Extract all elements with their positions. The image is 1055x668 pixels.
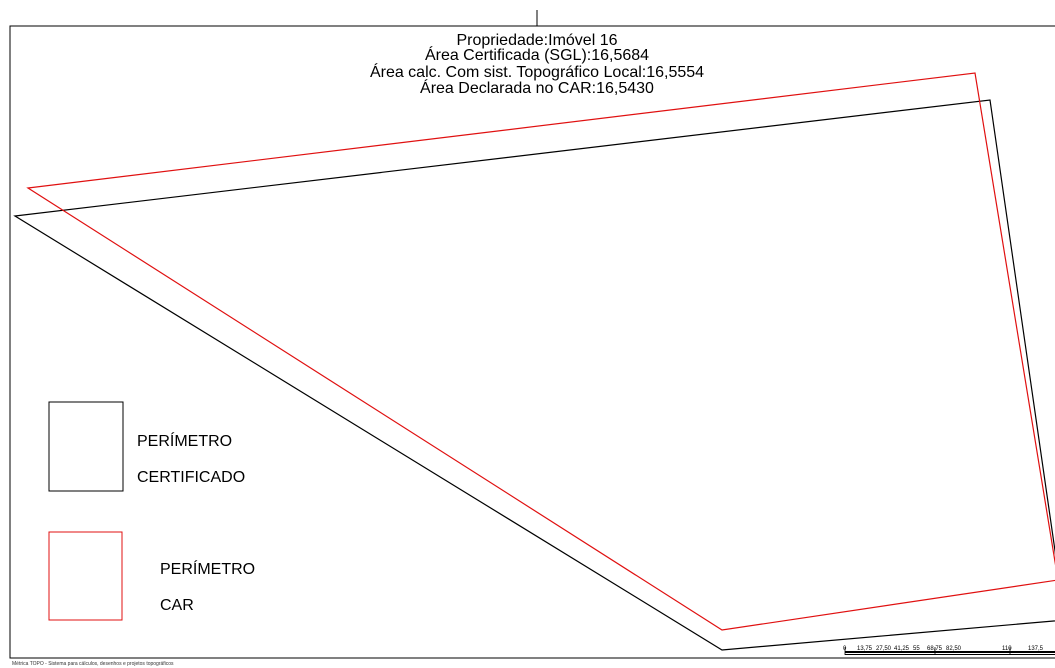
legend-certified-swatch: [48, 401, 124, 492]
car-perimeter: [26, 72, 1055, 631]
legend-car-line2: CAR: [160, 597, 194, 614]
scale-label-2: 27,50: [876, 646, 892, 652]
scale-label-7: 110: [1002, 646, 1012, 652]
scale-label-6: 82,50: [946, 646, 962, 652]
property-title: Propriedade:Imóvel 16: [457, 32, 618, 49]
legend-car-line1: PERÍMETRO: [160, 559, 255, 578]
scale-bar: 0 13,75 27,50 41,25 55 68,75 82,50 110 1…: [843, 646, 1055, 655]
legend-certified-line1: PERÍMETRO: [137, 431, 232, 450]
scale-label-0: 0: [843, 646, 847, 652]
certified-area-text: Área Certificada (SGL):16,5684: [425, 45, 649, 64]
drawing-frame: [9, 25, 1055, 659]
legend-car-swatch: [48, 531, 123, 621]
footer-credit: Métrica TOPO - Sistema para cálculos, de…: [12, 661, 174, 667]
local-topo-area-text: Área calc. Com sist. Topográfico Local:1…: [370, 62, 704, 81]
scale-label-3: 41,25: [894, 646, 910, 652]
certified-perimeter: [13, 99, 1055, 651]
scale-label-5: 68,75: [927, 646, 943, 652]
scale-label-8: 137,5: [1028, 646, 1044, 652]
scale-label-4: 55: [913, 646, 920, 652]
declared-car-area-text: Área Declarada no CAR:16,5430: [420, 78, 654, 97]
scale-label-1: 13,75: [857, 646, 873, 652]
legend-certified-line2: CERTIFICADO: [137, 469, 245, 486]
